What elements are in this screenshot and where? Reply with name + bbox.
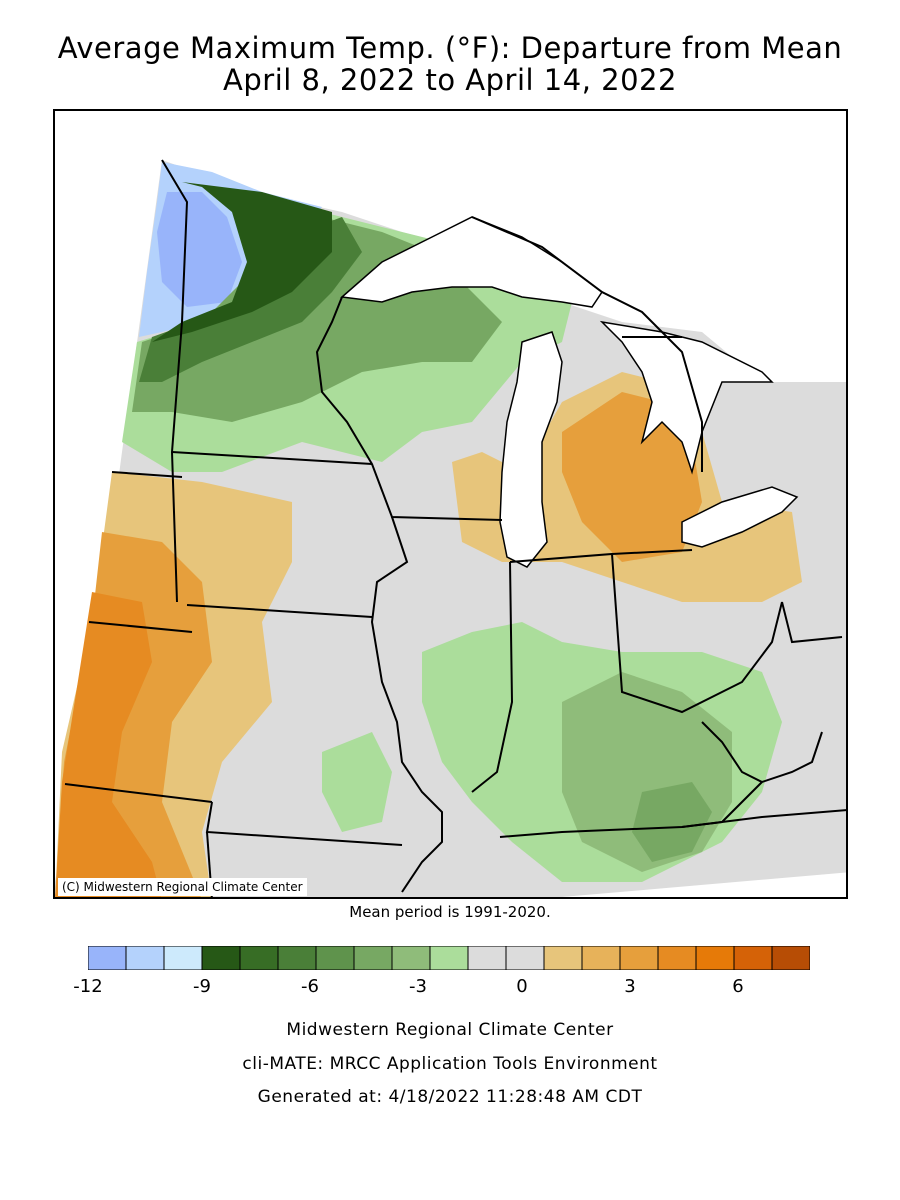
legend-swatch bbox=[125, 946, 165, 970]
region-warm-west-core bbox=[55, 592, 162, 897]
legend-swatch bbox=[163, 946, 203, 970]
color-legend bbox=[88, 946, 810, 970]
legend-swatch bbox=[619, 946, 659, 970]
legend-tick-label: 3 bbox=[624, 976, 636, 997]
lake-huron bbox=[599, 320, 774, 475]
legend-swatch bbox=[315, 946, 355, 970]
legend-swatch bbox=[277, 946, 317, 970]
legend-swatch bbox=[201, 946, 241, 970]
map-credit: (C) Midwestern Regional Climate Center bbox=[58, 878, 307, 896]
map-title: Average Maximum Temp. (°F): Departure fr… bbox=[57, 31, 843, 65]
legend-swatch bbox=[505, 946, 545, 970]
legend-tick-label: 0 bbox=[516, 976, 528, 997]
lake-superior bbox=[340, 216, 604, 308]
legend-tick-label: -12 bbox=[73, 976, 103, 997]
lake-erie bbox=[681, 486, 799, 548]
state-borders bbox=[64, 159, 846, 897]
region-cool-green-darkest bbox=[152, 182, 332, 342]
legend-tick-label: -3 bbox=[409, 976, 427, 997]
footer-tool: cli-MATE: MRCC Application Tools Environ… bbox=[242, 1054, 658, 1074]
legend-swatch bbox=[353, 946, 393, 970]
legend-swatch bbox=[695, 946, 735, 970]
region-cool-south-core bbox=[632, 782, 712, 862]
legend-swatch bbox=[733, 946, 773, 970]
legend-swatch bbox=[771, 946, 810, 970]
legend-tick-label: -9 bbox=[193, 976, 211, 997]
legend-swatch bbox=[239, 946, 279, 970]
mean-period-note: Mean period is 1991-2020. bbox=[349, 903, 551, 921]
region-cool-il-pocket bbox=[322, 732, 392, 832]
map-panel bbox=[53, 109, 848, 899]
legend-swatch bbox=[657, 946, 697, 970]
legend-tick-label: 6 bbox=[732, 976, 744, 997]
map-date-range: April 8, 2022 to April 14, 2022 bbox=[223, 63, 677, 97]
region-warm-michigan-core bbox=[562, 392, 702, 562]
legend-swatch bbox=[88, 946, 127, 970]
legend-swatch bbox=[467, 946, 507, 970]
footer-org: Midwestern Regional Climate Center bbox=[286, 1020, 614, 1040]
legend-swatch bbox=[581, 946, 621, 970]
region-cold-lightblue bbox=[157, 192, 242, 307]
legend-swatch bbox=[391, 946, 431, 970]
footer-generated: Generated at: 4/18/2022 11:28:48 AM CDT bbox=[257, 1087, 643, 1107]
legend-swatch bbox=[429, 946, 469, 970]
legend-tick-label: -6 bbox=[301, 976, 319, 997]
legend-swatch bbox=[543, 946, 583, 970]
map-canvas bbox=[55, 112, 846, 897]
lake-michigan bbox=[499, 331, 563, 568]
